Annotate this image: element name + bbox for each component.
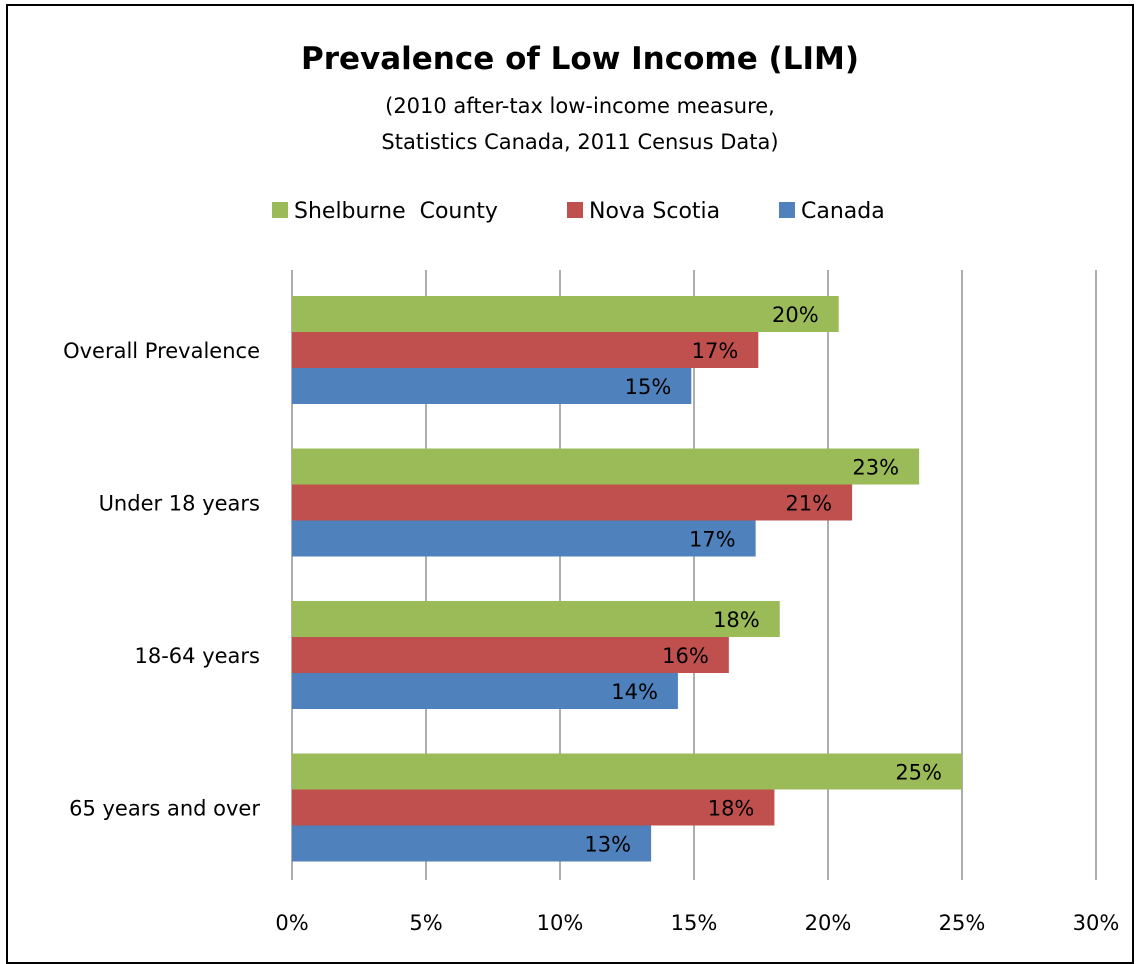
bar-0-1: [292, 332, 759, 368]
bar-3-0: [292, 753, 962, 790]
category-label-3: 65 years and over: [69, 797, 260, 821]
bar-0-2: [292, 368, 692, 404]
x-tick-label-4: 20%: [805, 911, 852, 935]
chart-subtitle-line-2: Statistics Canada, 2011 Census Data): [381, 130, 778, 154]
bar-1-1: [292, 484, 853, 521]
data-label-2-0: 18%: [713, 608, 760, 632]
category-label-2: 18-64 years: [135, 644, 261, 668]
x-tick-label-0: 0%: [275, 911, 308, 935]
legend-label-1: Nova Scotia: [589, 199, 720, 224]
x-tick-label-2: 10%: [537, 911, 584, 935]
data-label-1-0: 23%: [852, 456, 899, 480]
bars: [292, 296, 962, 862]
x-tick-label-5: 25%: [939, 911, 986, 935]
legend-label-2: Canada: [801, 199, 885, 224]
legend-swatch-0: [272, 202, 288, 218]
data-label-1-1: 21%: [785, 492, 832, 516]
bar-2-0: [292, 601, 780, 637]
category-label-1: Under 18 years: [99, 492, 260, 516]
bar-0-0: [292, 296, 839, 332]
legend: Shelburne County Nova Scotia Canada: [272, 199, 885, 224]
category-labels: Overall Prevalence Under 18 years 18-64 ye…: [63, 339, 260, 821]
x-axis-tick-labels: 0% 5% 10% 15% 20% 25% 30%: [275, 911, 1119, 935]
x-tick-label-1: 5%: [409, 911, 442, 935]
data-label-0-2: 15%: [625, 375, 672, 399]
data-label-1-2: 17%: [689, 528, 736, 552]
bar-3-2: [292, 825, 652, 862]
x-tick-label-6: 30%: [1073, 911, 1120, 935]
data-label-0-1: 17%: [692, 339, 739, 363]
bar-2-2: [292, 673, 678, 709]
data-label-3-1: 18%: [708, 797, 755, 821]
data-label-2-1: 16%: [662, 644, 709, 668]
x-tick-label-3: 15%: [671, 911, 718, 935]
category-label-0: Overall Prevalence: [63, 339, 260, 363]
bar-1-2: [292, 520, 756, 557]
data-label-0-0: 20%: [772, 303, 819, 327]
data-label-2-2: 14%: [611, 680, 658, 704]
legend-swatch-1: [567, 202, 583, 218]
data-labels: 20%17%15%23%21%17%18%16%14%25%18%13%: [584, 303, 942, 857]
chart-subtitle-line-1: (2010 after-tax low-income measure,: [385, 94, 775, 118]
legend-swatch-2: [779, 202, 795, 218]
bar-1-0: [292, 448, 920, 485]
bar-3-1: [292, 789, 775, 826]
chart-title: Prevalence of Low Income (LIM): [301, 41, 859, 77]
bar-2-1: [292, 637, 729, 673]
data-label-3-0: 25%: [895, 761, 942, 785]
data-label-3-2: 13%: [584, 833, 631, 857]
legend-label-0: Shelburne County: [294, 199, 498, 224]
